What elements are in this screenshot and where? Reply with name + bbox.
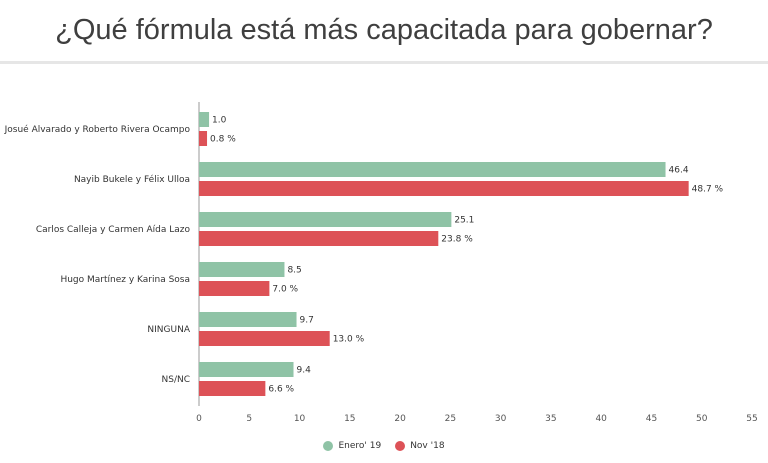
bar-series1[interactable]: [199, 112, 210, 127]
bar-series2[interactable]: [199, 231, 439, 246]
data-label: 9.4: [297, 366, 312, 376]
category-label: Josué Alvarado y Roberto Rivera Ocampo: [4, 124, 191, 135]
category-label: NINGUNA: [147, 325, 190, 335]
bar-series2[interactable]: [199, 281, 270, 296]
category-label: NS/NC: [162, 375, 191, 385]
data-label: 13.0 %: [333, 335, 365, 345]
x-tick-label: 25: [445, 414, 456, 424]
bar-series1[interactable]: [199, 362, 294, 377]
bar-series1[interactable]: [199, 312, 297, 327]
data-label: 0.8 %: [210, 135, 236, 145]
x-tick-label: 20: [394, 414, 406, 424]
data-label: 9.7: [300, 316, 314, 326]
data-label: 1.0: [212, 116, 227, 126]
chart-title: ¿Qué fórmula está más capacitada para go…: [55, 14, 713, 46]
legend-item-series1[interactable]: Enero' 19: [323, 441, 381, 451]
bar-series2[interactable]: [199, 181, 689, 196]
legend-marker-series2: [395, 441, 406, 451]
bar-series1[interactable]: [199, 212, 452, 227]
x-tick-label: 40: [595, 414, 607, 424]
data-label: 8.5: [287, 266, 301, 276]
legend-marker-series1: [323, 441, 334, 451]
category-label: Hugo Martínez y Karina Sosa: [60, 275, 190, 285]
legend: Enero' 19 Nov '18: [0, 441, 768, 451]
data-label: 48.7 %: [692, 185, 724, 195]
x-tick-label: 15: [344, 414, 355, 424]
legend-label-series1: Enero' 19: [338, 441, 382, 451]
x-tick-label: 55: [746, 414, 757, 424]
title-divider: [0, 61, 768, 64]
data-label: 6.6 %: [268, 385, 294, 395]
data-label: 46.4: [669, 166, 689, 176]
bar-series2[interactable]: [199, 331, 330, 346]
x-tick-label: 10: [294, 414, 306, 424]
legend-item-series2[interactable]: Nov '18: [395, 441, 445, 451]
x-tick-label: 5: [246, 414, 252, 424]
bar-series1[interactable]: [199, 262, 285, 277]
x-tick-label: 35: [545, 414, 556, 424]
bar-series2[interactable]: [199, 381, 266, 396]
bar-series2[interactable]: [199, 131, 208, 146]
data-label: 7.0 %: [272, 285, 298, 295]
bar-series1[interactable]: [199, 162, 666, 177]
data-label: 25.1: [454, 216, 474, 226]
category-label: Nayib Bukele y Félix Ulloa: [74, 174, 190, 185]
x-tick-label: 50: [696, 414, 708, 424]
x-tick-label: 45: [646, 414, 657, 424]
data-label: 23.8 %: [441, 235, 473, 245]
category-label: Carlos Calleja y Carmen Aída Lazo: [36, 225, 191, 235]
x-tick-label: 0: [196, 414, 202, 424]
x-tick-label: 30: [495, 414, 507, 424]
legend-label-series2: Nov '18: [410, 441, 445, 451]
